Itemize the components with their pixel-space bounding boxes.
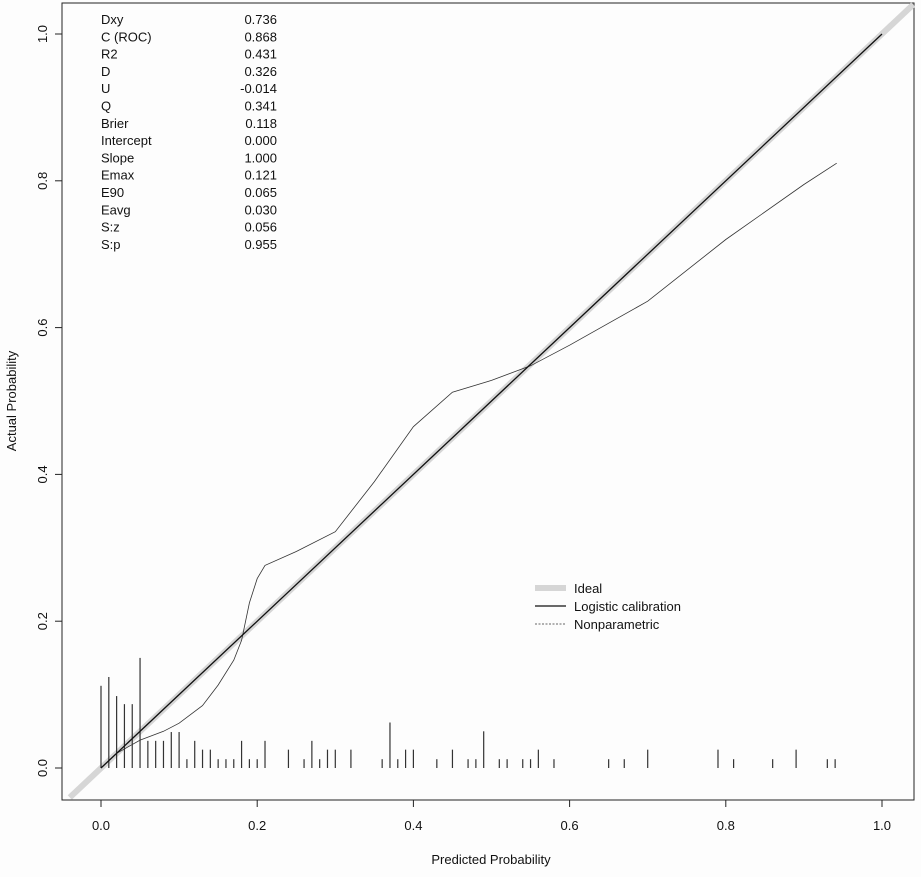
legend-ideal-label: Ideal — [574, 581, 602, 596]
x-tick-label: 0.2 — [248, 818, 266, 833]
nonparametric-line — [100, 162, 837, 769]
legend-logistic-label: Logistic calibration — [574, 599, 681, 614]
y-tick-label: 0.4 — [35, 465, 50, 483]
stat-label: Intercept — [101, 133, 152, 148]
x-axis-label: Predicted Probability — [431, 852, 551, 867]
stat-label: E90 — [101, 185, 124, 200]
stat-value: 0.065 — [244, 185, 277, 200]
stat-value: 0.868 — [244, 29, 277, 44]
stat-label: U — [101, 81, 110, 96]
logistic-calibration-line — [100, 33, 883, 769]
x-tick-label: 0.0 — [92, 818, 110, 833]
stat-label: Brier — [101, 116, 129, 131]
stat-value: 0.000 — [244, 133, 277, 148]
y-tick-label: 0.2 — [35, 612, 50, 630]
stat-value: 0.121 — [244, 168, 277, 183]
y-axis-label: Actual Probability — [4, 350, 19, 451]
plot-frame — [61, 2, 915, 801]
stat-label: C (ROC) — [101, 29, 152, 44]
stat-label: Emax — [101, 168, 135, 183]
stat-label: R2 — [101, 47, 118, 62]
x-tick-label: 0.8 — [717, 818, 735, 833]
y-tick-label: 0.6 — [35, 319, 50, 337]
stat-value: 0.326 — [244, 64, 277, 79]
stat-label: Slope — [101, 150, 134, 165]
x-tick-label: 0.4 — [404, 818, 422, 833]
stat-label: Q — [101, 99, 111, 114]
stat-label: D — [101, 64, 110, 79]
x-tick-label: 0.6 — [561, 818, 579, 833]
stat-label: S:z — [101, 220, 120, 235]
stat-value: 0.341 — [244, 99, 277, 114]
stat-value: 0.056 — [244, 220, 277, 235]
stat-value: 0.955 — [244, 237, 277, 252]
legend-nonparametric-label: Nonparametric — [574, 617, 660, 632]
stat-value: 0.736 — [244, 12, 277, 27]
stat-value: 0.030 — [244, 202, 277, 217]
stat-label: Dxy — [101, 12, 124, 27]
y-tick-label: 0.0 — [35, 759, 50, 777]
stat-value: 0.118 — [245, 116, 277, 131]
stat-value: 1.000 — [244, 150, 277, 165]
y-tick-label: 1.0 — [35, 25, 50, 43]
stat-value: -0.014 — [240, 81, 277, 96]
x-tick-label: 1.0 — [873, 818, 891, 833]
y-tick-label: 0.8 — [35, 172, 50, 190]
stat-label: Eavg — [101, 202, 131, 217]
stat-label: S:p — [101, 237, 121, 252]
stat-value: 0.431 — [244, 47, 277, 62]
legend: Ideal Logistic calibration Nonparametric — [535, 581, 681, 632]
